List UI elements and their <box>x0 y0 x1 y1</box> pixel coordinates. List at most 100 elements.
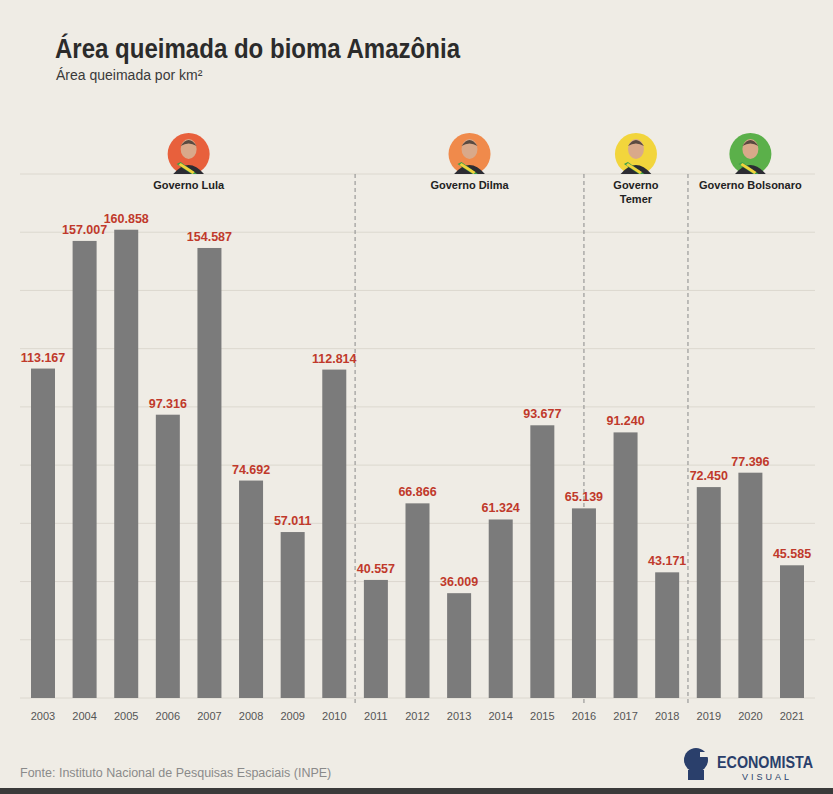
x-tick-label: 2010 <box>322 710 346 722</box>
x-tick-label: 2004 <box>72 710 96 722</box>
portrait-sash-stripe <box>740 163 756 174</box>
bar <box>239 481 263 698</box>
x-tick-label: 2012 <box>405 710 429 722</box>
period-label-line: Governo Lula <box>153 179 225 191</box>
portrait <box>449 133 491 174</box>
portrait-sash <box>458 162 481 174</box>
subtitle: Área queimada por km² <box>56 67 203 83</box>
grid-line <box>20 465 815 466</box>
bar <box>614 432 638 698</box>
portrait-sash <box>624 162 647 174</box>
grid-line <box>20 232 815 233</box>
bar <box>197 248 221 698</box>
portrait-hair <box>462 140 478 146</box>
period-divider <box>687 174 688 704</box>
x-tick-label: 2007 <box>197 710 221 722</box>
bar <box>572 508 596 698</box>
brand-logo: ECONOMISTAVISUAL <box>684 748 813 782</box>
period-label: Governo Dilma <box>430 179 509 191</box>
bottom-strip <box>0 788 833 794</box>
x-tick-label: 2006 <box>156 710 180 722</box>
period-divider <box>355 174 356 704</box>
bar <box>156 415 180 698</box>
bar <box>697 487 721 698</box>
x-tick-label: 2008 <box>239 710 263 722</box>
x-tick-label: 2021 <box>780 710 804 722</box>
data-label: 43.171 <box>648 554 686 568</box>
bar <box>406 503 430 698</box>
period-label: Governo Bolsonaro <box>699 179 802 191</box>
x-tick-label: 2016 <box>572 710 596 722</box>
x-tick-label: 2011 <box>364 710 388 722</box>
portrait-face <box>462 139 478 159</box>
data-label: 91.240 <box>606 414 644 428</box>
brand-subname: VISUAL <box>742 772 792 782</box>
period-label-line: Temer <box>620 193 653 205</box>
x-tick-label: 2019 <box>697 710 721 722</box>
x-tick-label: 2013 <box>447 710 471 722</box>
portrait-circle <box>615 133 657 174</box>
data-label: 36.009 <box>440 575 478 589</box>
period-label: Governo Temer <box>613 179 659 205</box>
x-tick-label: 2014 <box>488 710 512 722</box>
data-label: 57.011 <box>274 514 312 528</box>
portrait-sash <box>177 162 200 174</box>
bar <box>281 532 305 698</box>
portrait <box>615 133 657 174</box>
portrait <box>168 133 210 174</box>
data-label: 74.692 <box>232 463 270 477</box>
grid-line <box>20 348 815 349</box>
bar <box>447 593 471 698</box>
portrait-hair <box>742 140 758 146</box>
data-label: 72.450 <box>690 469 728 483</box>
x-tick-label: 2005 <box>114 710 138 722</box>
data-label: 154.587 <box>187 230 232 244</box>
period-label-line: Governo Bolsonaro <box>699 179 802 191</box>
chart: Área queimada do bioma AmazôniaÁrea quei… <box>0 0 833 794</box>
portrait-hair <box>181 140 197 146</box>
data-label: 65.139 <box>565 490 603 504</box>
portrait-hair <box>628 140 644 146</box>
bar <box>322 370 346 698</box>
grid-line <box>20 290 815 291</box>
bar <box>530 425 554 698</box>
x-tick-label: 2017 <box>613 710 637 722</box>
bar <box>655 572 679 698</box>
x-tick-label: 2018 <box>655 710 679 722</box>
background <box>0 0 833 794</box>
brand-icon <box>684 748 708 772</box>
portrait-circle <box>449 133 491 174</box>
bar <box>489 519 513 698</box>
portrait-circle <box>729 133 771 174</box>
data-label: 160.858 <box>104 212 149 226</box>
x-tick-label: 2020 <box>738 710 762 722</box>
data-label: 66.866 <box>398 485 436 499</box>
data-label: 61.324 <box>482 501 520 515</box>
bar <box>364 580 388 698</box>
data-label: 93.677 <box>523 407 561 421</box>
portrait-face <box>181 139 197 159</box>
bar <box>738 473 762 698</box>
grid-line <box>20 174 815 175</box>
bar <box>31 369 55 698</box>
grid-line <box>20 406 815 407</box>
source: Fonte: Instituto Nacional de Pesquisas E… <box>20 766 331 780</box>
portrait-sash-stripe <box>626 163 642 174</box>
data-label: 77.396 <box>731 455 769 469</box>
x-tick-label: 2009 <box>280 710 304 722</box>
period-label-line: Governo <box>613 179 659 191</box>
data-label: 40.557 <box>357 562 395 576</box>
data-label: 45.585 <box>773 547 811 561</box>
data-label: 113.167 <box>21 351 66 365</box>
bars <box>31 230 804 698</box>
bar <box>114 230 138 698</box>
data-label: 97.316 <box>149 397 187 411</box>
x-tick-label: 2003 <box>31 710 55 722</box>
portrait-face <box>628 139 644 159</box>
portrait-sash-stripe <box>179 163 195 174</box>
data-label: 112.814 <box>312 352 357 366</box>
brand-icon-glass <box>700 752 714 757</box>
portrait-circle <box>168 133 210 174</box>
data-label: 157.007 <box>62 223 107 237</box>
portrait-sash <box>738 162 761 174</box>
